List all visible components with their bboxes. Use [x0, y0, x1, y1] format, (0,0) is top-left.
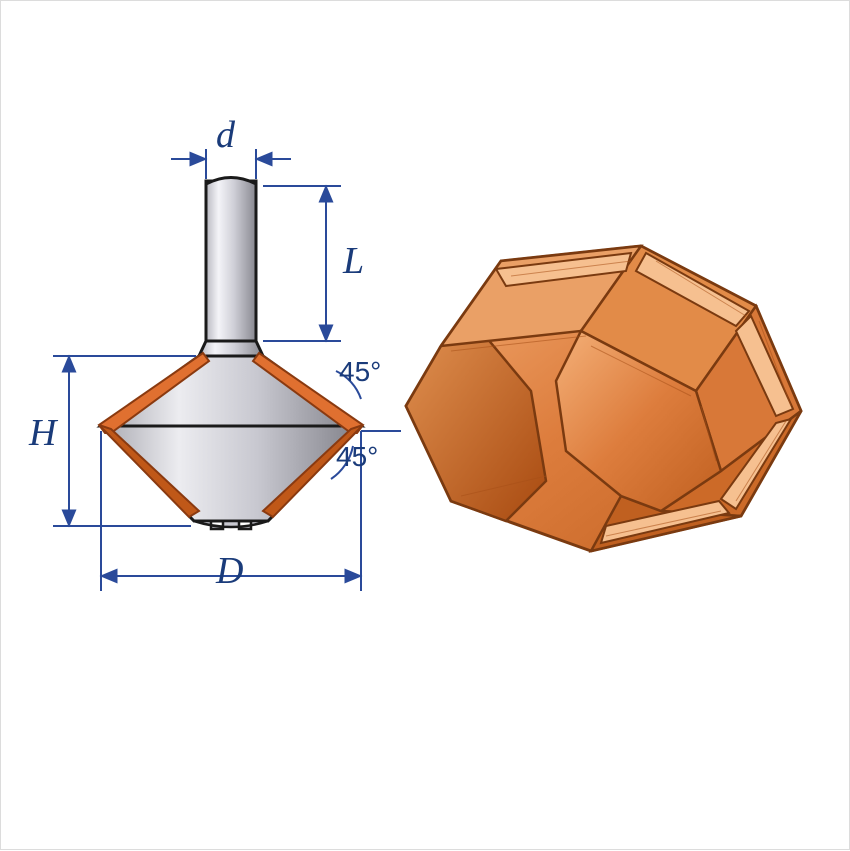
label-H: H [29, 411, 56, 455]
diagram-canvas: d L H D 45° 45° [0, 0, 850, 850]
wood-workpiece [406, 246, 801, 551]
drawing-svg [1, 1, 850, 851]
label-D: D [216, 549, 243, 593]
label-angle-bottom: 45° [336, 441, 378, 473]
router-bit [99, 178, 363, 530]
label-L: L [343, 239, 364, 283]
label-angle-top: 45° [339, 356, 381, 388]
label-d: d [216, 113, 235, 157]
